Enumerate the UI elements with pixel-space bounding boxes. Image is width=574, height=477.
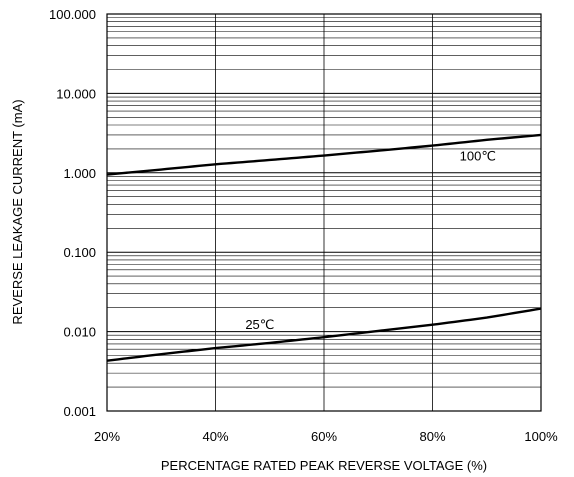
y-axis-title: REVERSE LEAKAGE CURRENT (mA) (10, 99, 25, 324)
y-tick-label: 10.000 (56, 86, 96, 101)
series-line-100c (106, 133, 542, 176)
x-tick-label: 80% (419, 429, 445, 444)
tick-labels: 20% 40% 60% 80% 100% 0.001 0.010 0.100 1.000 10.0… (49, 7, 558, 444)
x-axis-title: PERCENTAGE RATED PEAK REVERSE VOLTAGE (%… (161, 458, 487, 473)
y-tick-label: 0.010 (63, 325, 96, 340)
series-label-100c: 100℃ (460, 149, 496, 164)
grid (107, 14, 541, 411)
y-tick-label: 1.000 (63, 166, 96, 181)
plot-frame (106, 13, 542, 412)
y-tick-label: 0.001 (63, 404, 96, 419)
x-tick-label: 100% (524, 429, 558, 444)
y-tick-label: 0.100 (63, 245, 96, 260)
x-tick-label: 40% (202, 429, 228, 444)
series-labels: 100℃ 25℃ (245, 149, 496, 332)
series-label-25c: 25℃ (245, 317, 274, 332)
x-tick-label: 60% (311, 429, 337, 444)
series-layer (106, 133, 542, 362)
x-tick-label: 20% (94, 429, 120, 444)
y-tick-label: 100.000 (49, 7, 96, 22)
series-line-25c (106, 307, 542, 362)
